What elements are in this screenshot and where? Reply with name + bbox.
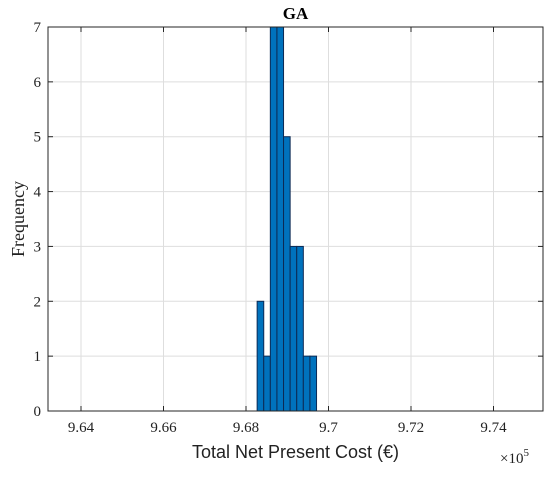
chart-title: GA xyxy=(283,4,309,23)
y-axis-label: Frequency xyxy=(8,181,28,257)
histogram-bar-1 xyxy=(263,355,271,412)
y-tick-label-7: 7 xyxy=(34,20,42,36)
x-axis-label: Total Net Present Cost (€) xyxy=(192,442,399,462)
histogram-bar-2 xyxy=(269,26,278,412)
axes-box xyxy=(47,26,544,412)
x-tick-label-2: 9.68 xyxy=(233,420,259,436)
histogram-bar-3 xyxy=(276,26,285,412)
y-tick-label-5: 5 xyxy=(34,130,42,146)
histogram-bar-0 xyxy=(256,300,265,412)
x-tick-label-1: 9.66 xyxy=(150,420,177,436)
histogram-bar-7 xyxy=(302,355,311,412)
histogram-bar-4 xyxy=(283,136,291,412)
y-tick-label-1: 1 xyxy=(34,349,42,365)
x-exponent-power: 5 xyxy=(523,447,529,459)
y-tick-label-2: 2 xyxy=(34,294,42,310)
y-tick-label-3: 3 xyxy=(34,239,42,255)
x-exponent-base: ×10 xyxy=(500,451,523,467)
histogram-bar-5 xyxy=(289,245,298,412)
histogram-bar-8 xyxy=(309,355,318,412)
histogram-bar-6 xyxy=(296,245,304,412)
x-tick-label-4: 9.72 xyxy=(398,420,424,436)
x-tick-label-0: 9.64 xyxy=(68,420,95,436)
y-tick-label-0: 0 xyxy=(34,404,42,420)
y-tick-label-4: 4 xyxy=(34,185,42,201)
x-tick-label-3: 9.7 xyxy=(319,420,338,436)
x-tick-label-5: 9.74 xyxy=(480,420,507,436)
y-tick-label-6: 6 xyxy=(34,75,42,91)
x-axis-exponent: ×105 xyxy=(500,447,529,467)
